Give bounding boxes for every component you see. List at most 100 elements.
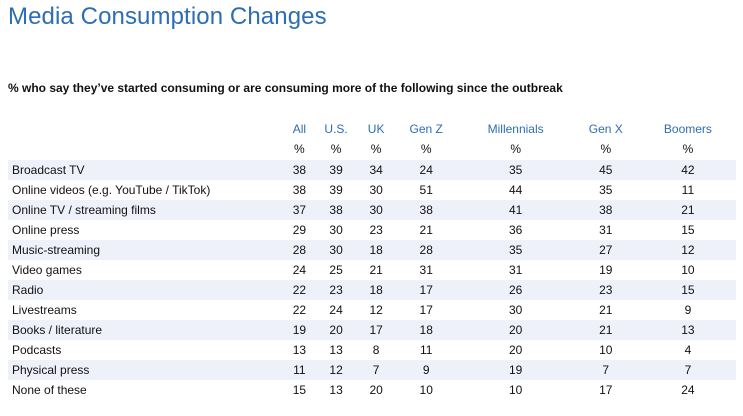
row-label: Online videos (e.g. YouTube / TikTok) bbox=[8, 180, 286, 200]
table-cell: 17 bbox=[571, 380, 640, 400]
unit-row: % % % % % % % bbox=[8, 139, 736, 160]
table-cell: 7 bbox=[571, 360, 640, 380]
data-table: All U.S. UK Gen Z Millennials Gen X Boom… bbox=[8, 119, 736, 400]
table-cell: 31 bbox=[459, 260, 572, 280]
table-cell: 19 bbox=[459, 360, 572, 380]
column-header-us: U.S. bbox=[324, 122, 348, 136]
table-cell: 10 bbox=[571, 340, 640, 360]
table-cell: 10 bbox=[639, 260, 736, 280]
table-cell: 9 bbox=[639, 300, 736, 320]
table-cell: 8 bbox=[359, 340, 393, 360]
table-cell: 18 bbox=[359, 280, 393, 300]
row-label: Online TV / streaming films bbox=[8, 200, 286, 220]
table-cell: 22 bbox=[286, 280, 313, 300]
table-cell: 30 bbox=[359, 180, 393, 200]
row-label: Video games bbox=[8, 260, 286, 280]
table-cell: 18 bbox=[359, 240, 393, 260]
table-cell: 28 bbox=[392, 240, 460, 260]
row-label: Radio bbox=[8, 280, 286, 300]
table-cell: 30 bbox=[459, 300, 572, 320]
table-cell: 20 bbox=[312, 320, 360, 340]
table-cell: 13 bbox=[312, 380, 360, 400]
unit-cell: % bbox=[312, 139, 360, 160]
table-row: Livestreams 22 24 12 17 30 21 9 bbox=[8, 300, 736, 320]
table-cell: 9 bbox=[392, 360, 460, 380]
table-cell: 7 bbox=[639, 360, 736, 380]
column-header-gen-x: Gen X bbox=[588, 122, 623, 136]
table-cell: 24 bbox=[312, 300, 360, 320]
table-cell: 24 bbox=[639, 380, 736, 400]
row-label: None of these bbox=[8, 380, 286, 400]
table-body: Broadcast TV 38 39 34 24 35 45 42 Online videos … bbox=[8, 159, 736, 400]
table-row: Video games 24 25 21 31 31 19 10 bbox=[8, 260, 736, 280]
table-cell: 19 bbox=[286, 320, 313, 340]
table-row: Broadcast TV 38 39 34 24 35 45 42 bbox=[8, 159, 736, 180]
row-label: Books / literature bbox=[8, 320, 286, 340]
column-header-all: All bbox=[292, 122, 307, 136]
table-subtitle: % who say they’ve started consuming or a… bbox=[8, 81, 563, 95]
table-cell: 38 bbox=[312, 200, 360, 220]
table-cell: 31 bbox=[571, 220, 640, 240]
table-cell: 10 bbox=[459, 380, 572, 400]
table-cell: 23 bbox=[571, 280, 640, 300]
table-cell: 15 bbox=[639, 280, 736, 300]
table-cell: 13 bbox=[312, 340, 360, 360]
table-cell: 30 bbox=[359, 200, 393, 220]
table-cell: 42 bbox=[639, 159, 736, 180]
table-cell: 15 bbox=[639, 220, 736, 240]
table-row: Books / literature 19 20 17 18 20 21 13 bbox=[8, 320, 736, 340]
table-cell: 12 bbox=[359, 300, 393, 320]
table-row: Online press 29 30 23 21 36 31 15 bbox=[8, 220, 736, 240]
table-cell: 23 bbox=[359, 220, 393, 240]
table-cell: 10 bbox=[392, 380, 460, 400]
table-cell: 35 bbox=[459, 240, 572, 260]
table-cell: 38 bbox=[286, 180, 313, 200]
table-cell: 17 bbox=[392, 300, 460, 320]
unit-cell: % bbox=[571, 139, 640, 160]
table-cell: 13 bbox=[286, 340, 313, 360]
table-cell: 7 bbox=[359, 360, 393, 380]
table-cell: 36 bbox=[459, 220, 572, 240]
table-cell: 31 bbox=[392, 260, 460, 280]
table-cell: 38 bbox=[571, 200, 640, 220]
table-cell: 26 bbox=[459, 280, 572, 300]
table-cell: 44 bbox=[459, 180, 572, 200]
row-label: Online press bbox=[8, 220, 286, 240]
row-label: Broadcast TV bbox=[8, 159, 286, 180]
table-cell: 39 bbox=[312, 159, 360, 180]
table-row: Podcasts 13 13 8 11 20 10 4 bbox=[8, 340, 736, 360]
table-cell: 35 bbox=[571, 180, 640, 200]
table-cell: 11 bbox=[286, 360, 313, 380]
table-cell: 23 bbox=[312, 280, 360, 300]
column-header-row: All U.S. UK Gen Z Millennials Gen X Boom… bbox=[8, 119, 736, 139]
table-cell: 27 bbox=[571, 240, 640, 260]
table-cell: 35 bbox=[459, 159, 572, 180]
row-label: Music-streaming bbox=[8, 240, 286, 260]
table-cell: 51 bbox=[392, 180, 460, 200]
table-cell: 21 bbox=[571, 320, 640, 340]
table-cell: 24 bbox=[392, 159, 460, 180]
table-row: Physical press 11 12 7 9 19 7 7 bbox=[8, 360, 736, 380]
table-row: Radio 22 23 18 17 26 23 15 bbox=[8, 280, 736, 300]
table-cell: 15 bbox=[286, 380, 313, 400]
unit-label-spacer bbox=[8, 139, 286, 160]
unit-cell: % bbox=[639, 139, 736, 160]
table-cell: 29 bbox=[286, 220, 313, 240]
table-cell: 37 bbox=[286, 200, 313, 220]
table-cell: 34 bbox=[359, 159, 393, 180]
table-cell: 11 bbox=[639, 180, 736, 200]
table-cell: 30 bbox=[312, 220, 360, 240]
table-cell: 12 bbox=[639, 240, 736, 260]
table-cell: 21 bbox=[392, 220, 460, 240]
table-cell: 20 bbox=[359, 380, 393, 400]
table-cell: 25 bbox=[312, 260, 360, 280]
unit-cell: % bbox=[459, 139, 572, 160]
table-row: None of these 15 13 20 10 10 17 24 bbox=[8, 380, 736, 400]
table-cell: 17 bbox=[392, 280, 460, 300]
table-cell: 13 bbox=[639, 320, 736, 340]
table-cell: 19 bbox=[571, 260, 640, 280]
table-cell: 38 bbox=[286, 159, 313, 180]
table-cell: 11 bbox=[392, 340, 460, 360]
row-label: Podcasts bbox=[8, 340, 286, 360]
table-row: Online TV / streaming films 37 38 30 38 41 38 2… bbox=[8, 200, 736, 220]
